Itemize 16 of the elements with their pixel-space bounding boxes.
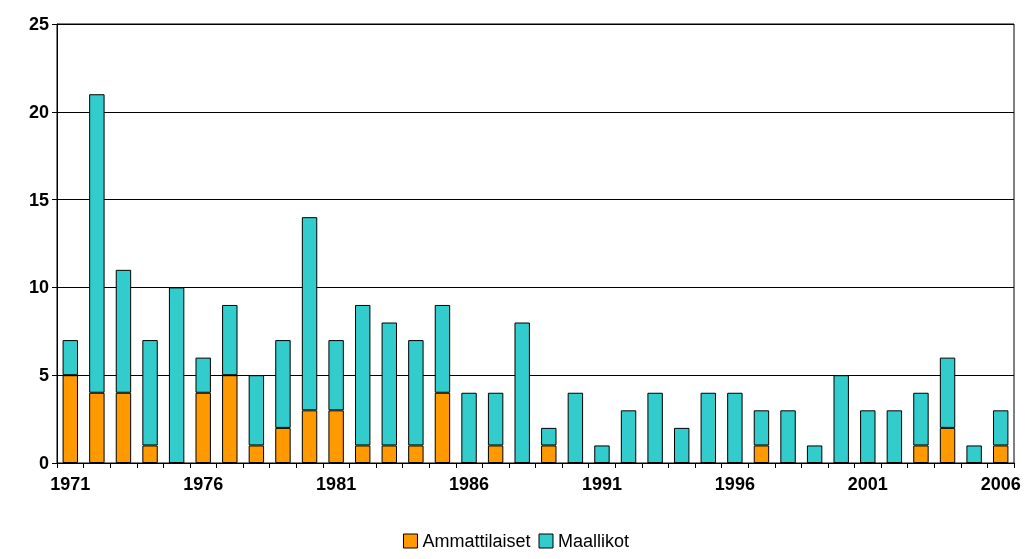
y-tick-label: 25: [28, 14, 49, 34]
legend-label: Ammattilaiset: [422, 531, 531, 551]
x-tick-label: 1991: [581, 474, 622, 494]
x-tick-label: 1971: [50, 474, 91, 494]
y-tick-label: 5: [38, 365, 49, 386]
x-tick-label: 1996: [714, 474, 755, 494]
legend-label: Maallikot: [558, 531, 630, 551]
x-tick-label: 2001: [847, 474, 888, 494]
y-tick-label: 15: [28, 189, 49, 210]
y-tick-label: 10: [28, 277, 49, 298]
x-tick-label: 2006: [980, 474, 1021, 494]
y-tick-label: 20: [28, 101, 49, 122]
x-tick-label: 1976: [183, 474, 224, 494]
x-tick-label: 1986: [449, 474, 490, 494]
y-tick-label: 0: [38, 453, 49, 473]
x-tick-label: 1981: [316, 474, 357, 494]
